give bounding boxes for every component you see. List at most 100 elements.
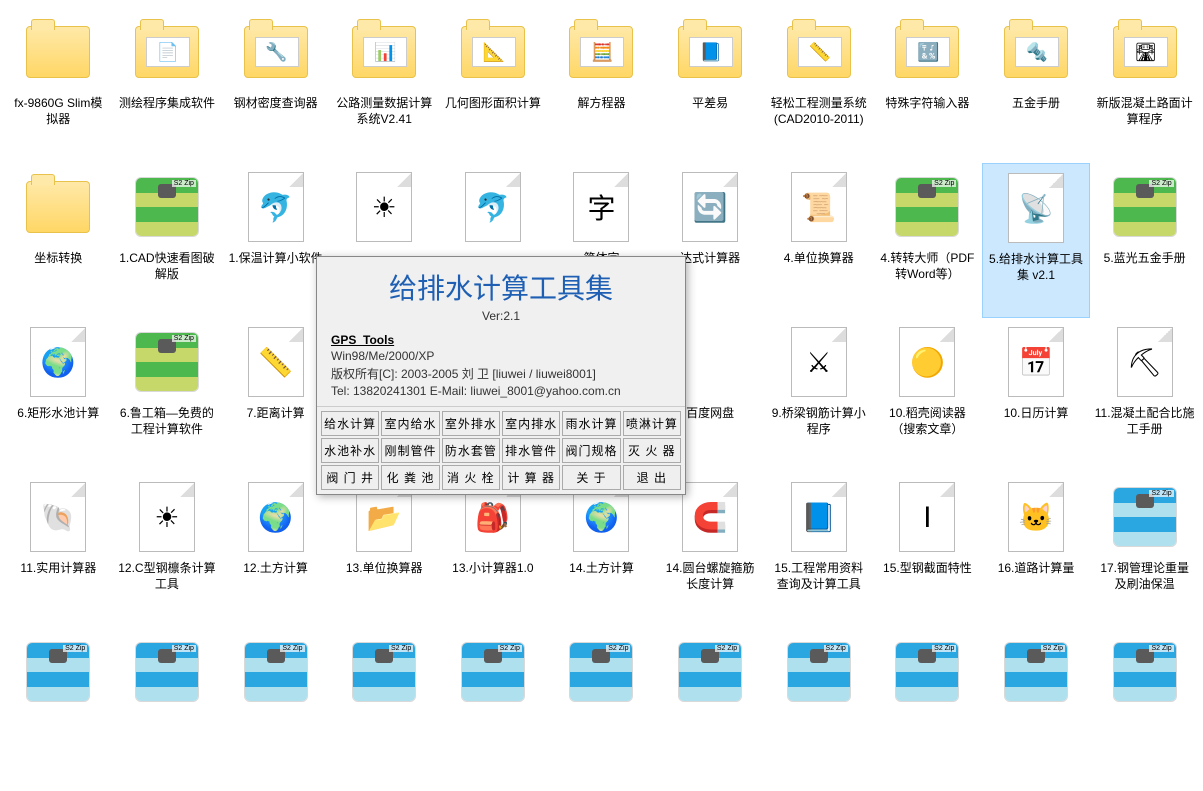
item-icon: 🐬 [453,167,533,247]
desktop-item[interactable]: 📘15.工程常用资料查询及计算工具 [764,473,873,628]
dialog-button[interactable]: 灭 火 器 [623,438,681,463]
dialog-button[interactable]: 喷淋计算 [623,411,681,436]
item-icon: 🔣 [887,12,967,92]
desktop-item[interactable]: 📡5.给排水计算工具集 v2.1 [982,163,1091,318]
dialog-button[interactable]: 化 粪 池 [381,465,439,490]
item-icon: 🟡 [887,322,967,402]
dialog-button[interactable]: 排水管件 [502,438,560,463]
item-icon: 🧮 [561,12,641,92]
item-icon: 📏 [779,12,859,92]
desktop-item[interactable]: 🎒13.小计算器1.0 [439,473,548,628]
desktop-item[interactable]: 🔣特殊字符输入器 [873,8,982,163]
desktop-item[interactable]: S2 Zip [330,628,439,783]
desktop-item[interactable]: ⛏11.混凝土配合比施工手册 [1090,318,1199,473]
desktop-item[interactable]: S2 Zip 1.CAD快速看图破解版 [113,163,222,318]
desktop-item[interactable]: 📅10.日历计算 [982,318,1091,473]
item-icon: S2 Zip [887,167,967,247]
desktop-item[interactable]: 🐱16.道路计算量 [982,473,1091,628]
desktop-item[interactable]: S2 Zip4.转转大师（PDF转Word等） [873,163,982,318]
item-label: 7.距离计算 [247,406,305,422]
desktop-item[interactable]: S2 Zip [4,628,113,783]
desktop-item[interactable]: 📜4.单位换算器 [764,163,873,318]
desktop-item[interactable]: S2 Zip6.鲁工箱—免费的工程计算软件 [113,318,222,473]
desktop-item[interactable]: S2 Zip5.蓝光五金手册 [1090,163,1199,318]
item-label: 15.工程常用资料查询及计算工具 [769,561,869,592]
desktop-item[interactable]: S2 Zip [547,628,656,783]
item-icon: ☀ [344,167,424,247]
desktop-item[interactable]: fx-9860G Slim模拟器 [4,8,113,163]
dialog-button[interactable]: 水池补水 [321,438,379,463]
dialog-button[interactable]: 关 于 [562,465,620,490]
desktop-item[interactable]: S2 Zip [764,628,873,783]
desktop-item[interactable]: 🔧钢材密度查询器 [221,8,330,163]
desktop-item[interactable]: S2 Zip [1090,628,1199,783]
desktop-item[interactable]: S2 Zip [221,628,330,783]
item-label: 17.钢管理论重量及刷油保温 [1095,561,1195,592]
item-label: 新版混凝土路面计算程序 [1095,96,1195,127]
item-icon: 🛣 [1105,12,1185,92]
dialog-button[interactable]: 室外排水 [442,411,500,436]
desktop-item[interactable]: Ⅰ15.型钢截面特性 [873,473,982,628]
desktop-item[interactable]: S2 Zip [873,628,982,783]
desktop-item[interactable]: 📄测绘程序集成软件 [113,8,222,163]
desktop-item[interactable]: 坐标转换 [4,163,113,318]
dialog-button[interactable]: 雨水计算 [562,411,620,436]
dialog-button[interactable]: 防水套管 [442,438,500,463]
dialog-button[interactable]: 阀 门 井 [321,465,379,490]
desktop-item[interactable]: 🐬1.保温计算小软件 [221,163,330,318]
dialog-button[interactable]: 消 火 栓 [442,465,500,490]
item-icon: 📡 [996,168,1076,248]
item-label: 12.土方计算 [243,561,308,577]
dialog-button[interactable]: 室内给水 [381,411,439,436]
desktop-item[interactable]: 🔩 五金手册 [982,8,1091,163]
item-label: 14.土方计算 [569,561,634,577]
item-label: fx-9860G Slim模拟器 [8,96,108,127]
item-label: 15.型钢截面特性 [883,561,972,577]
desktop-item[interactable]: S2 Zip [656,628,765,783]
item-icon [18,12,98,92]
desktop-item[interactable]: ⚔9.桥梁钢筋计算小程序 [764,318,873,473]
desktop-item[interactable]: S2 Zip [113,628,222,783]
desktop-item[interactable]: S2 Zip [439,628,548,783]
item-label: 五金手册 [1012,96,1060,112]
dialog-button[interactable]: 阀门规格 [562,438,620,463]
dialog-button[interactable]: 刚制管件 [381,438,439,463]
dialog-subtitle: GPS_Tools [331,333,671,347]
item-icon: 📅 [996,322,1076,402]
desktop-item[interactable]: 🛣 新版混凝土路面计算程序 [1090,8,1199,163]
item-icon: ☀ [127,477,207,557]
desktop-item[interactable]: ☀12.C型钢檩条计算工具 [113,473,222,628]
desktop-item[interactable]: 📏7.距离计算 [221,318,330,473]
desktop-item[interactable]: 📏轻松工程测量系统(CAD2010-2011) [764,8,873,163]
desktop-item[interactable]: 🌍14.土方计算 [547,473,656,628]
desktop-item[interactable]: 🟡10.稻壳阅读器（搜索文章） [873,318,982,473]
desktop-item[interactable]: 🌍6.矩形水池计算 [4,318,113,473]
desktop-item[interactable]: 🌍12.土方计算 [221,473,330,628]
item-icon: 🔧 [236,12,316,92]
item-icon: 🐱 [996,477,1076,557]
desktop-item[interactable]: 📘平差易 [656,8,765,163]
desktop-item[interactable]: 📐几何图形面积计算 [439,8,548,163]
desktop-item[interactable]: 🧲14.圆台螺旋箍筋长度计算 [656,473,765,628]
item-label: 11.混凝土配合比施工手册 [1095,406,1195,437]
desktop-item[interactable]: 🧮解方程器 [547,8,656,163]
item-icon: 🔄 [670,167,750,247]
desktop-item[interactable]: S2 Zip [982,628,1091,783]
dialog-version: Ver:2.1 [331,309,671,323]
desktop-item[interactable]: 🐚11.实用计算器 [4,473,113,628]
dialog-button[interactable]: 退 出 [623,465,681,490]
dialog-button[interactable]: 计 算 器 [502,465,560,490]
dialog-button[interactable]: 室内排水 [502,411,560,436]
item-icon: S2 Zip [18,632,98,712]
item-label: 1.CAD快速看图破解版 [117,251,217,282]
dialog-copyright: 版权所有[C]: 2003-2005 刘 卫 [liuwei / liuwei8… [331,365,671,382]
dialog-button[interactable]: 给水计算 [321,411,379,436]
item-icon: S2 Zip [127,167,207,247]
desktop-item[interactable]: 📊公路测量数据计算系统V2.41 [330,8,439,163]
item-icon: 📘 [670,12,750,92]
item-label: 11.实用计算器 [20,561,96,577]
item-icon: 🔩 [996,12,1076,92]
item-label: 13.单位换算器 [346,561,423,577]
desktop-item[interactable]: 📂13.单位换算器 [330,473,439,628]
desktop-item[interactable]: S2 Zip17.钢管理论重量及刷油保温 [1090,473,1199,628]
